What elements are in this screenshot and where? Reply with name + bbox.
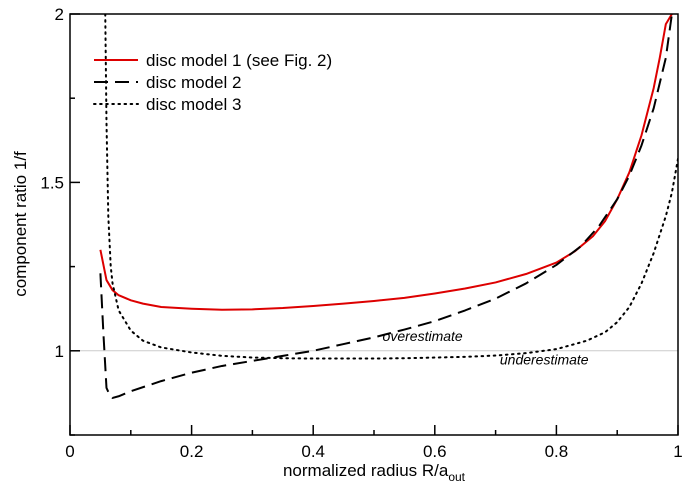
tick-layer: 0 0.2 0.4 0.6 0.8 1 1 1.5 2 (40, 5, 682, 461)
x-tick-label: 0.4 (301, 442, 325, 461)
y-tick-label: 1.5 (40, 173, 64, 192)
series-layer (99, 14, 678, 399)
y-tick-label: 2 (55, 5, 64, 24)
annotation-overestimate: overestimate (383, 328, 463, 344)
legend-label-3: disc model 3 (146, 95, 241, 114)
x-tick-label: 0 (65, 442, 74, 461)
x-tick-label: 1 (673, 442, 682, 461)
legend-label-2: disc model 2 (146, 73, 241, 92)
x-axis-title: normalized radius R/aout (283, 461, 466, 484)
x-axis-title-subscript: out (448, 470, 465, 484)
series-line-3 (104, 14, 678, 360)
y-axis-title: component ratio 1/f (11, 151, 30, 297)
y-tick-label: 1 (55, 342, 64, 361)
annotation-layer: overestimate underestimate (383, 328, 589, 368)
series-line-1 (99, 14, 673, 311)
x-tick-label: 0.2 (180, 442, 204, 461)
x-tick-label: 0.8 (545, 442, 569, 461)
annotation-underestimate: underestimate (500, 352, 589, 368)
x-axis-title-main: normalized radius R/a (283, 461, 449, 480)
legend-label-1: disc model 1 (see Fig. 2) (146, 51, 332, 70)
series-line-2 (99, 14, 673, 399)
x-tick-label: 0.6 (423, 442, 447, 461)
legend: disc model 1 (see Fig. 2) disc model 2 dis… (93, 51, 332, 114)
